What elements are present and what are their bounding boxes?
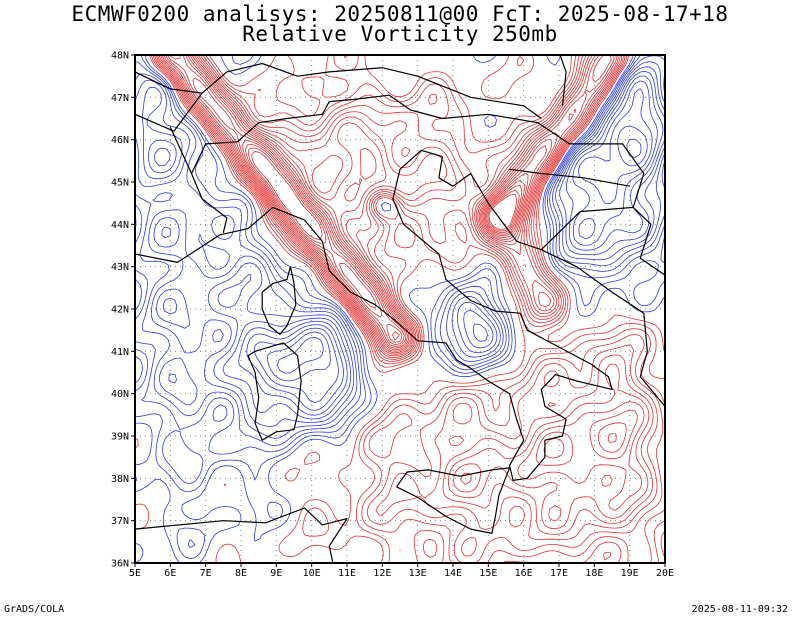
coastline-path bbox=[169, 126, 228, 233]
map-title: ECMWF0200 analisys: 20250811@00 FcT: 202… bbox=[71, 2, 729, 26]
lon-label: 13E bbox=[409, 568, 427, 579]
positive-vorticity-contour bbox=[158, 55, 650, 530]
lon-label: 10E bbox=[303, 568, 321, 579]
contour-layer bbox=[135, 55, 665, 563]
lat-label: 38N bbox=[111, 474, 129, 485]
negative-vorticity-contour bbox=[148, 70, 665, 420]
lon-label: 17E bbox=[550, 568, 568, 579]
lat-label: 45N bbox=[111, 178, 129, 189]
axis-ticks bbox=[131, 54, 666, 567]
lat-label: 39N bbox=[111, 432, 129, 443]
lon-label: 15E bbox=[479, 568, 497, 579]
positive-vorticity-contour bbox=[166, 55, 547, 349]
lon-label: 8E bbox=[235, 568, 247, 579]
negative-vorticity-contour bbox=[277, 138, 642, 374]
timestamp-label: 2025-08-11-09:32 bbox=[691, 604, 788, 615]
lon-label: 7E bbox=[200, 568, 212, 579]
lat-label: 42N bbox=[111, 305, 129, 316]
grid-lines bbox=[135, 55, 665, 563]
positive-vorticity-contour bbox=[160, 55, 645, 522]
lat-label: 48N bbox=[111, 51, 129, 62]
lon-label: 5E bbox=[129, 568, 141, 579]
lat-label: 37N bbox=[111, 516, 129, 527]
coastline-path bbox=[190, 94, 443, 174]
lat-label: 36N bbox=[111, 559, 129, 570]
negative-vorticity-contour bbox=[246, 80, 658, 411]
positive-vorticity-contour bbox=[244, 143, 522, 343]
coastline-path bbox=[509, 168, 630, 187]
negative-vorticity-contour bbox=[135, 55, 665, 559]
positive-vorticity-contour bbox=[242, 139, 526, 346]
lon-label: 20E bbox=[656, 568, 674, 579]
credit-label: GrADS/COLA bbox=[4, 604, 65, 615]
coastline-path bbox=[247, 342, 302, 441]
negative-vorticity-contour bbox=[142, 66, 665, 427]
lon-label: 11E bbox=[338, 568, 356, 579]
positive-vorticity-contour bbox=[161, 55, 638, 485]
coastline-path bbox=[135, 507, 348, 563]
coastline-path bbox=[135, 149, 613, 481]
lat-label: 40N bbox=[111, 389, 129, 400]
coastline-path bbox=[523, 55, 567, 106]
positive-vorticity-contour bbox=[152, 55, 665, 563]
coastline-path bbox=[396, 467, 511, 534]
coastline-path bbox=[297, 67, 542, 119]
coastline-path bbox=[173, 62, 298, 132]
lon-label: 6E bbox=[164, 568, 176, 579]
lon-label: 19E bbox=[621, 568, 639, 579]
lon-label: 9E bbox=[270, 568, 282, 579]
positive-vorticity-contour bbox=[251, 150, 517, 240]
lat-label: 46N bbox=[111, 135, 129, 146]
coastline-path bbox=[540, 206, 634, 251]
coastline-path bbox=[135, 113, 175, 132]
lat-label: 44N bbox=[111, 220, 129, 231]
map-subtitle: Relative Vorticity 250mb bbox=[242, 22, 558, 46]
lon-label: 12E bbox=[373, 568, 391, 579]
lon-label: 18E bbox=[585, 568, 603, 579]
lat-label: 47N bbox=[111, 93, 129, 104]
negative-vorticity-contour bbox=[135, 61, 665, 439]
lat-label: 43N bbox=[111, 262, 129, 273]
negative-vorticity-contour bbox=[135, 55, 665, 548]
coastline-path bbox=[135, 71, 203, 94]
latitude-labels: 48N 47N 46N 45N 44N 43N 42N 41N 40N 39N 38N 37N 36N bbox=[111, 51, 129, 570]
lon-label: 16E bbox=[515, 568, 533, 579]
coastlines bbox=[135, 55, 665, 563]
negative-vorticity-contour bbox=[267, 125, 648, 382]
longitude-labels: 5E 6E 7E 8E 9E 10E 11E 12E 13E 14E 15E 16E 17E 18E 19E… bbox=[129, 568, 674, 579]
positive-vorticity-contour bbox=[163, 55, 627, 459]
negative-vorticity-contour bbox=[253, 88, 653, 403]
lat-label: 41N bbox=[111, 347, 129, 358]
negative-vorticity-contour bbox=[154, 75, 664, 416]
coastline-path bbox=[261, 266, 297, 335]
coastline-path bbox=[442, 113, 665, 276]
lon-label: 14E bbox=[444, 568, 462, 579]
